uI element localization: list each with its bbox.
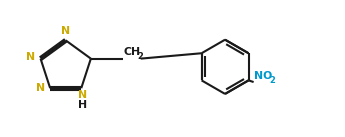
Text: N: N [78, 90, 87, 100]
Text: N: N [36, 83, 45, 93]
Text: H: H [78, 100, 87, 110]
Text: 2: 2 [137, 52, 143, 61]
Text: NO: NO [254, 71, 273, 81]
Text: CH: CH [124, 47, 141, 57]
Text: 2: 2 [269, 76, 275, 85]
Text: N: N [61, 26, 70, 36]
Text: N: N [26, 52, 36, 62]
